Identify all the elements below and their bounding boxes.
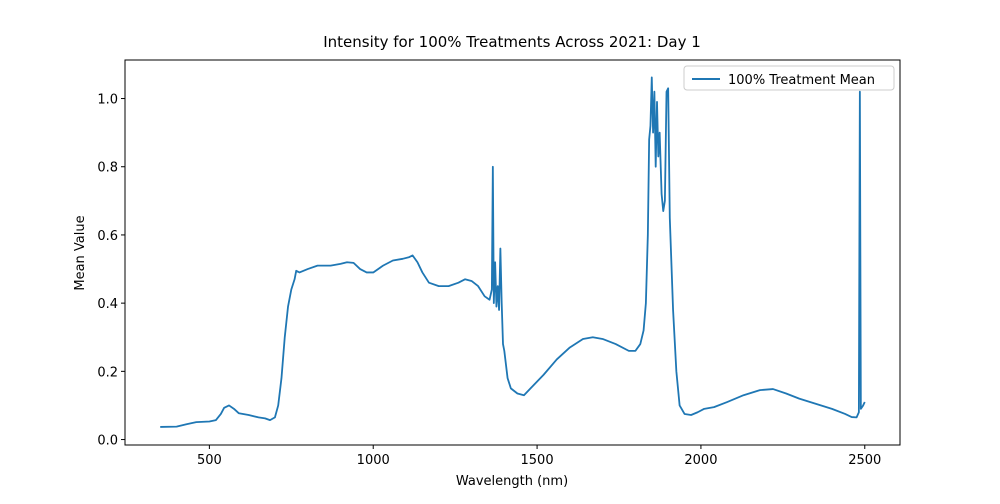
y-tick-label: 0.8 (97, 161, 118, 176)
y-axis-label: Mean Value (73, 215, 88, 290)
chart-title: Intensity for 100% Treatments Across 202… (323, 33, 701, 51)
x-tick-label: 500 (197, 453, 222, 468)
y-tick-label: 0.4 (97, 297, 118, 312)
legend-box (683, 65, 895, 91)
plot-frame (124, 59, 901, 446)
legend-label: 100% Treatment Mean (728, 73, 875, 88)
x-tick-label: 1000 (357, 453, 390, 468)
x-axis-label: Wavelength (nm) (456, 474, 568, 489)
x-tick-label: 1500 (521, 453, 554, 468)
y-tick-label: 0.0 (97, 434, 118, 449)
y-tick-label: 1.0 (97, 93, 118, 108)
y-tick-label: 0.2 (97, 365, 118, 380)
x-tick-label: 2500 (848, 453, 881, 468)
y-tick-label: 0.6 (97, 229, 118, 244)
data-line (160, 76, 866, 428)
x-tick-label: 2000 (684, 453, 717, 468)
